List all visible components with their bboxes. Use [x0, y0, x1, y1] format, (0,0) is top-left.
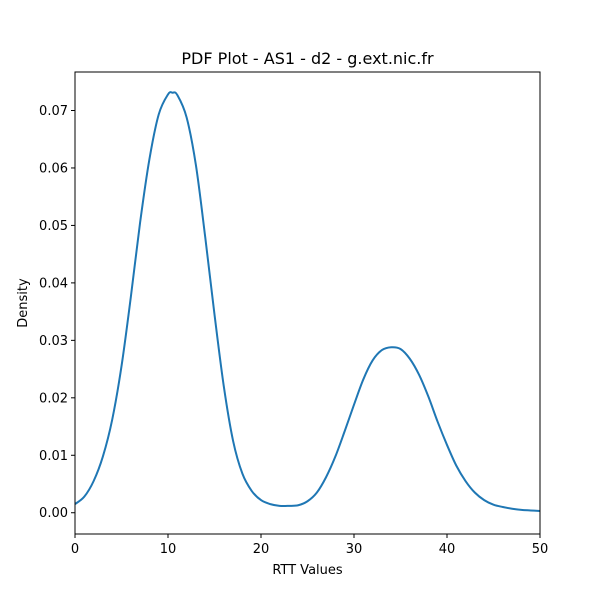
chart-title: PDF Plot - AS1 - d2 - g.ext.nic.fr	[181, 49, 434, 68]
y-axis-title: Density	[16, 278, 31, 328]
x-tick-label: 0	[71, 542, 79, 557]
x-tick-label: 40	[439, 542, 456, 557]
x-tick-label: 50	[532, 542, 549, 557]
y-tick-label: 0.03	[39, 334, 68, 349]
x-tick-label: 10	[160, 542, 177, 557]
y-tick-label: 0.00	[39, 506, 68, 521]
y-tick-label: 0.04	[39, 276, 68, 291]
density-curve	[74, 91, 541, 513]
y-tick-label: 0.06	[39, 161, 68, 176]
y-tick-label: 0.07	[39, 104, 68, 119]
plot-frame	[74, 71, 541, 535]
y-tick-label: 0.01	[39, 449, 68, 464]
x-tick-label: 20	[253, 542, 270, 557]
y-tick-label: 0.05	[39, 219, 68, 234]
x-tick-label: 30	[346, 542, 363, 557]
x-axis-title: RTT Values	[272, 563, 343, 578]
y-tick-label: 0.02	[39, 391, 68, 406]
